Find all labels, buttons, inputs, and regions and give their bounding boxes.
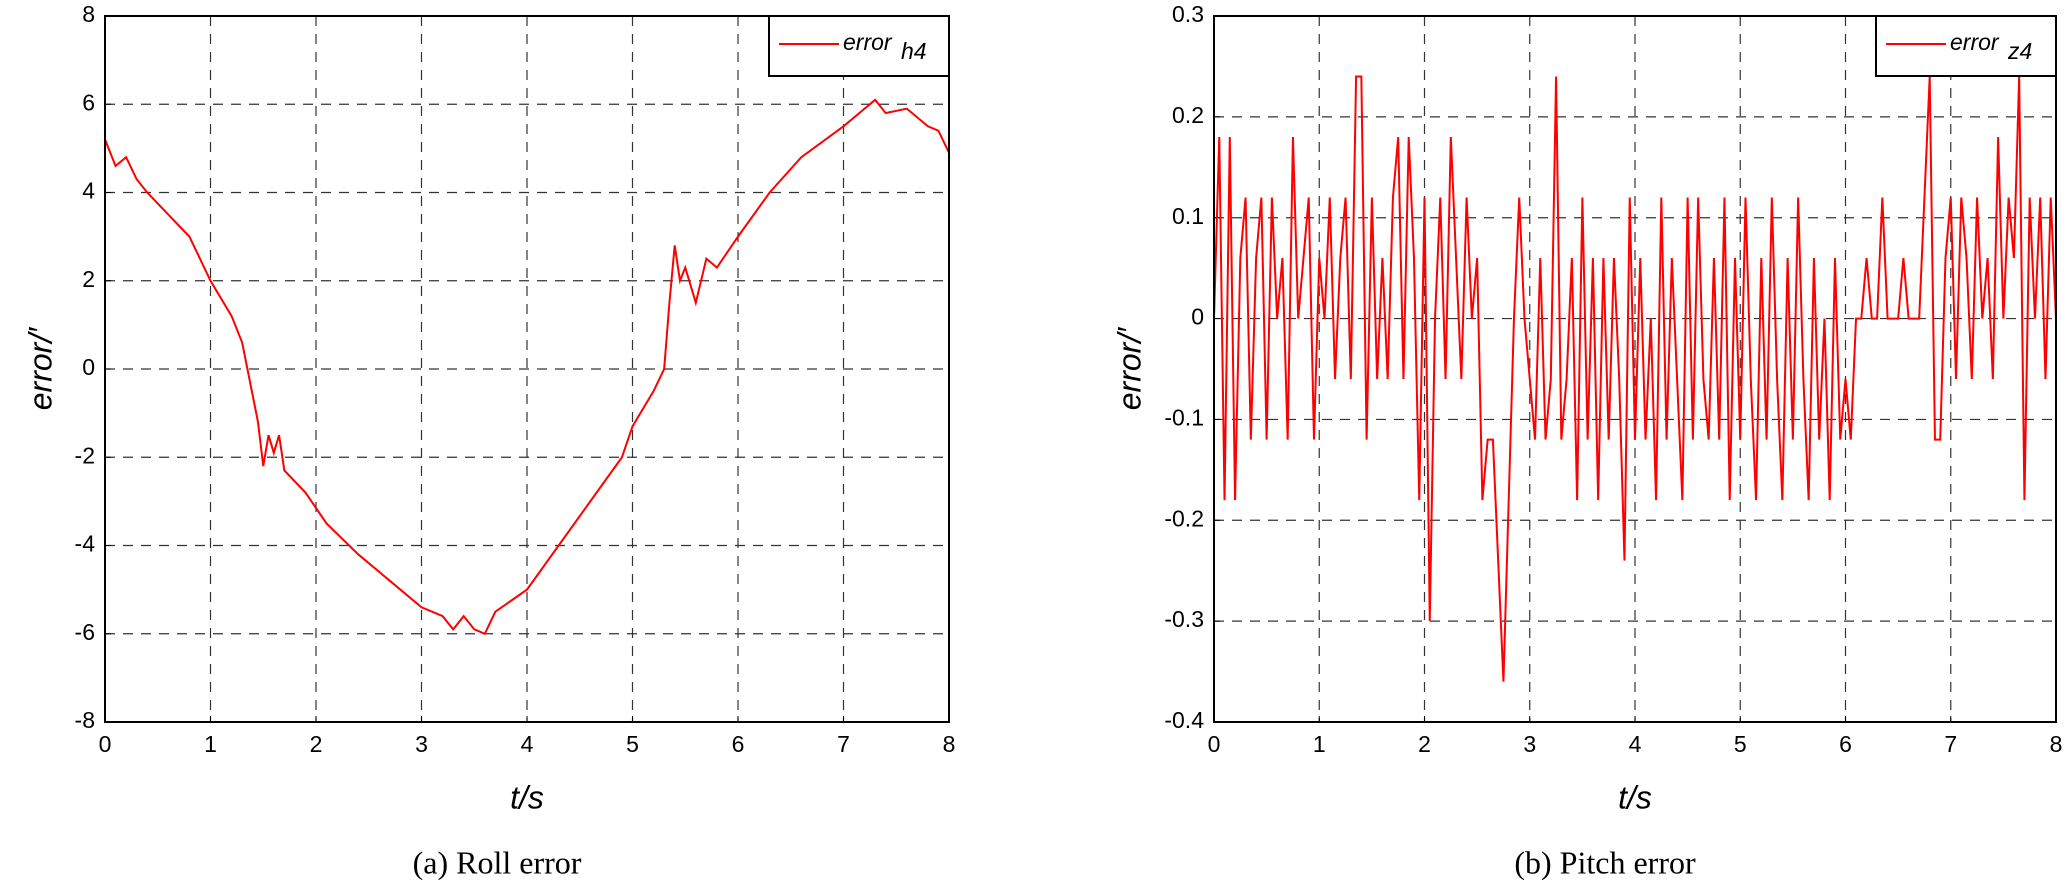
x-tick-label: 0 [1208,731,1221,757]
x-tick-label: 3 [1523,731,1536,757]
caption: (a) Roll error [413,844,582,880]
data-line [104,98,950,636]
y-tick-label: 0 [1191,304,1204,330]
x-axis-label: t/s [510,779,544,815]
legend: error z4 [1875,15,2057,77]
x-axis-label: t/s [1618,779,1652,815]
axes-frame [104,15,950,723]
y-tick-label: 6 [82,89,95,115]
legend-label: error [1950,29,2000,55]
x-tick-label: 8 [2050,731,2063,757]
x-tick-label: 6 [732,731,745,757]
y-axis-label: error/′ [1111,327,1147,410]
legend-subscript: z4 [2007,38,2032,64]
x-tick-label: 2 [310,731,323,757]
x-tick-label: 5 [1734,731,1747,757]
x-tick-label: 7 [837,731,850,757]
x-tick-label: 5 [626,731,639,757]
y-tick-label: -0.2 [1164,505,1204,531]
y-tick-label: 4 [82,178,95,204]
y-tick-label: 0.1 [1172,203,1204,229]
x-tick-label: 4 [1629,731,1642,757]
legend-label: error [843,29,893,55]
caption: (b) Pitch error [1514,844,1696,880]
x-tick-label: 1 [1313,731,1326,757]
x-tick-label: 7 [1944,731,1957,757]
y-tick-label: -6 [75,619,95,645]
y-tick-label: -0.1 [1164,405,1204,431]
legend: error h4 [768,15,950,77]
y-tick-label: -2 [75,442,95,468]
legend-subscript: h4 [901,38,927,64]
chart: 0 1 2 3 4 5 6 7 8 -0.4 -0.3 -0.2 -0.1 0 0.1 0.2 0.3 error… [1111,1,2062,880]
y-tick-label: 0 [82,354,95,380]
x-tick-label: 4 [521,731,534,757]
legend-box [768,15,950,77]
y-tick-label: -0.3 [1164,606,1204,632]
x-tick-label: 1 [204,731,217,757]
x-tick-label: 6 [1839,731,1852,757]
chart: 0 1 2 3 4 5 6 7 8 -8 -6 -4 -2 0 2 4 6 8 error h4 t/s error/′ (… [22,1,955,880]
y-tick-label: 0.3 [1172,1,1204,27]
y-tick-label: -8 [75,707,95,733]
y-tick-label: 0.2 [1172,102,1204,128]
y-tick-label: 8 [82,1,95,27]
y-tick-label: 2 [82,266,95,292]
x-tick-label: 8 [943,731,956,757]
legend-box [1875,15,2057,77]
y-tick-label: -0.4 [1164,707,1204,733]
x-tick-label: 2 [1418,731,1431,757]
y-tick-label: -4 [75,531,96,557]
x-tick-label: 3 [415,731,428,757]
y-axis-label: error/′ [22,327,58,410]
x-tick-label: 0 [99,731,112,757]
axes-frame [1213,15,2057,723]
data-line [1213,75,2057,682]
